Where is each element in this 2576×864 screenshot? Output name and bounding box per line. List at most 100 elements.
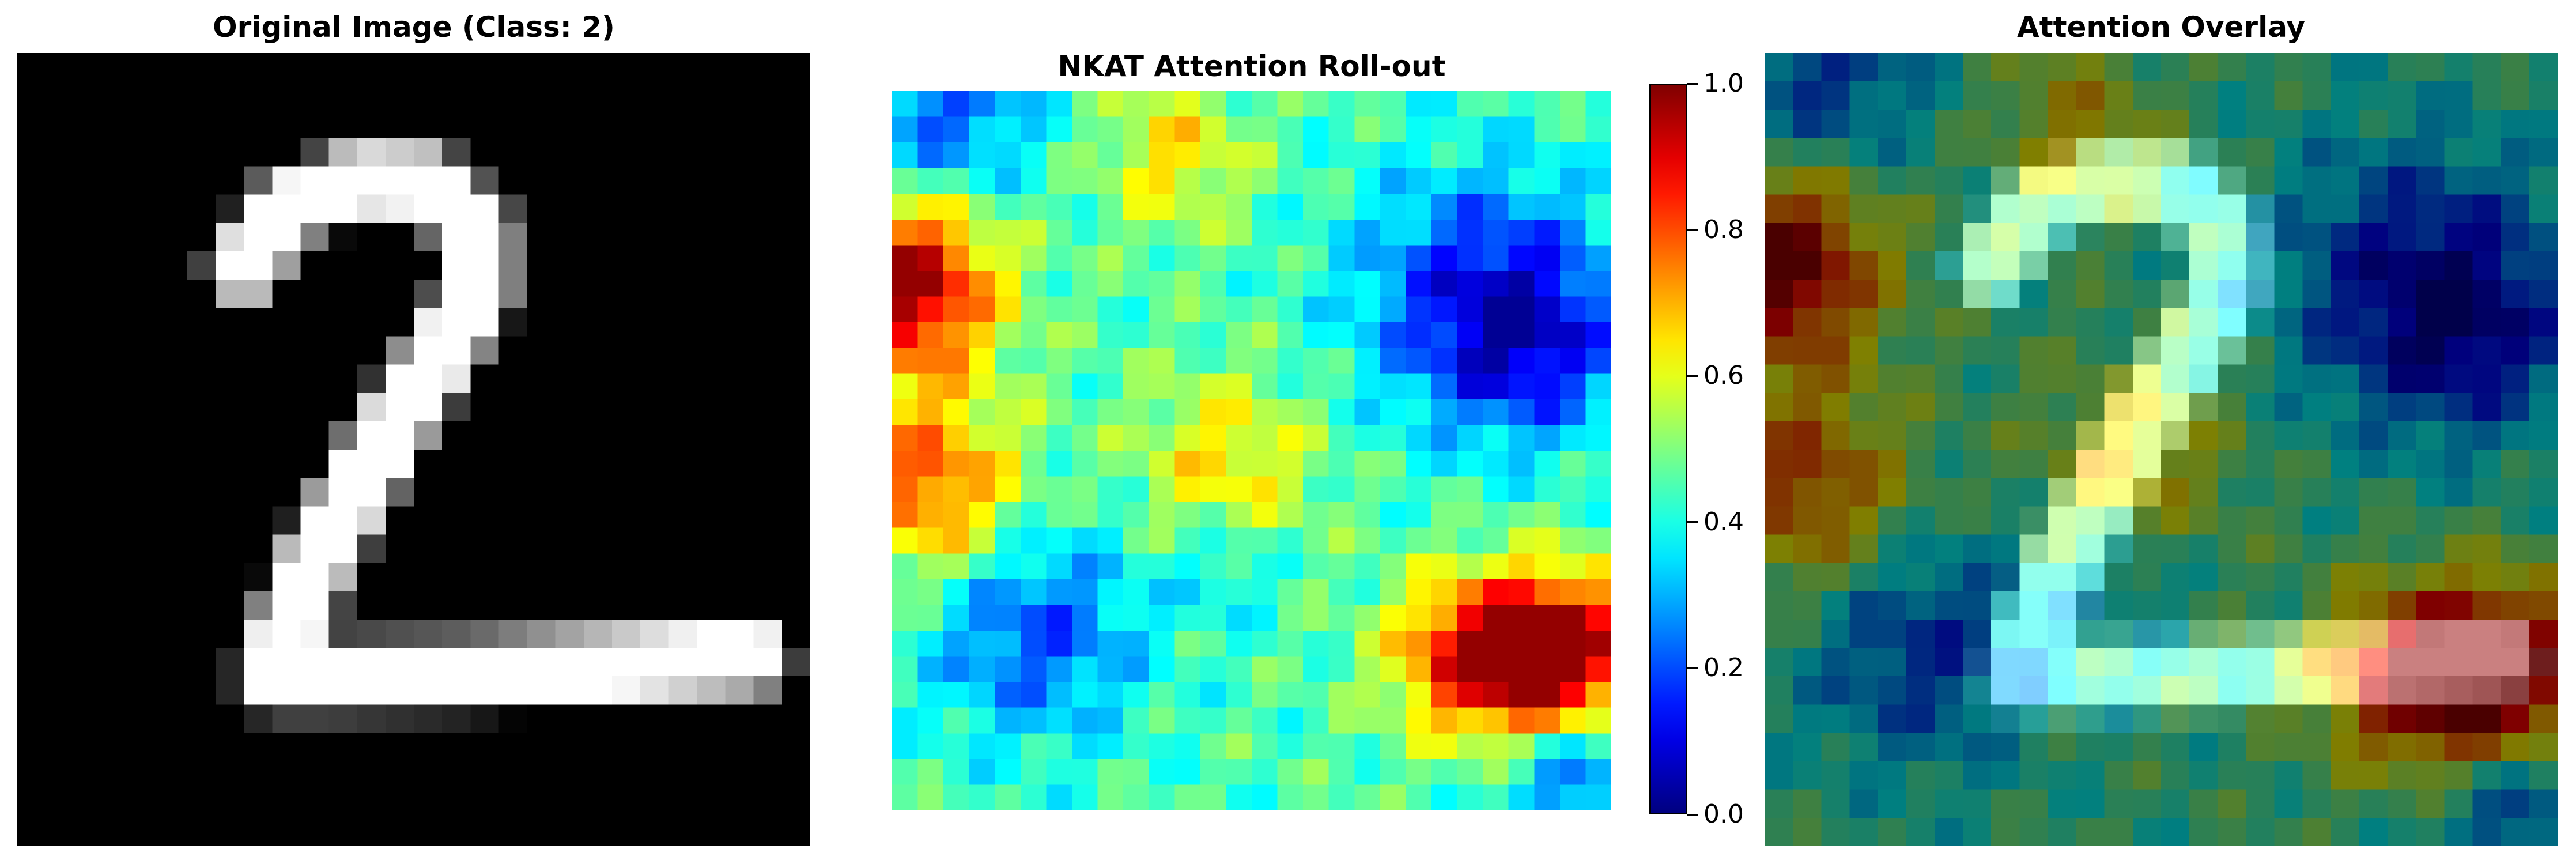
- overlay-pixel: [1991, 336, 2020, 365]
- digit-pixel: [17, 450, 47, 479]
- heatmap-pixel: [1200, 631, 1227, 657]
- digit-pixel: [583, 789, 613, 818]
- heatmap-pixel: [917, 579, 945, 606]
- heatmap-pixel: [1457, 759, 1484, 786]
- digit-pixel: [781, 421, 810, 450]
- overlay-pixel: [1991, 761, 2020, 790]
- overlay-pixel: [2444, 81, 2473, 111]
- heatmap-pixel: [969, 605, 996, 631]
- overlay-pixel: [2076, 222, 2105, 252]
- heatmap-pixel: [1149, 296, 1176, 323]
- overlay-pixel: [2132, 166, 2162, 195]
- overlay-pixel: [2529, 450, 2558, 479]
- heatmap-pixel: [1508, 553, 1535, 580]
- overlay-pixel: [2161, 676, 2190, 705]
- overlay-pixel: [2302, 336, 2332, 365]
- colorbar-tick-label: 0.2: [1704, 653, 1744, 683]
- digit-pixel: [216, 704, 245, 734]
- digit-pixel: [46, 194, 75, 224]
- overlay-pixel: [2302, 166, 2332, 195]
- heatmap-pixel: [1072, 245, 1098, 271]
- heatmap-pixel: [1046, 373, 1072, 400]
- digit-pixel: [328, 676, 358, 705]
- digit-pixel: [668, 761, 698, 790]
- overlay-pixel: [2302, 364, 2332, 394]
- overlay-pixel: [1991, 393, 2020, 422]
- digit-pixel: [555, 619, 584, 648]
- overlay-pixel: [2246, 676, 2275, 705]
- overlay-pixel: [2472, 450, 2502, 479]
- heatmap-pixel: [1046, 451, 1072, 477]
- heatmap-pixel: [1277, 245, 1304, 271]
- overlay-pixel: [2048, 336, 2077, 365]
- overlay-pixel: [2302, 222, 2332, 252]
- digit-pixel: [46, 450, 75, 479]
- heatmap-pixel: [1483, 784, 1509, 810]
- heatmap-pixel: [1277, 733, 1304, 760]
- heatmap-pixel: [1559, 373, 1587, 400]
- heatmap-pixel: [1303, 527, 1329, 554]
- overlay-pixel: [1906, 648, 1935, 677]
- overlay-pixel: [2189, 450, 2219, 479]
- overlay-pixel: [2472, 251, 2502, 281]
- digit-pixel: [158, 81, 188, 111]
- heatmap-pixel: [943, 399, 970, 426]
- overlay-pixel: [2189, 733, 2219, 762]
- digit-pixel: [130, 450, 160, 479]
- digit-pixel: [130, 308, 160, 337]
- digit-pixel: [414, 591, 443, 620]
- digit-pixel: [187, 563, 216, 592]
- heatmap-pixel: [995, 605, 1021, 631]
- digit-pixel: [555, 280, 584, 309]
- digit-pixel: [583, 733, 613, 762]
- digit-pixel: [187, 110, 216, 139]
- digit-pixel: [187, 619, 216, 648]
- heatmap-pixel: [1508, 142, 1535, 169]
- overlay-pixel: [1793, 393, 1822, 422]
- digit-pixel: [668, 110, 698, 139]
- digit-pixel: [102, 534, 131, 564]
- digit-pixel: [640, 308, 670, 337]
- digit-pixel: [357, 817, 386, 846]
- heatmap-pixel: [1483, 348, 1509, 375]
- overlay-pixel: [1793, 789, 1822, 818]
- heatmap-pixel: [1277, 605, 1304, 631]
- digit-pixel: [357, 563, 386, 592]
- heatmap-pixel: [943, 245, 970, 271]
- heatmap-pixel: [1046, 142, 1072, 169]
- digit-pixel: [414, 364, 443, 394]
- heatmap-pixel: [1534, 656, 1561, 683]
- digit-pixel: [46, 733, 75, 762]
- digit-pixel: [102, 506, 131, 535]
- digit-pixel: [300, 280, 330, 309]
- digit-pixel: [470, 761, 500, 790]
- overlay-pixel: [2472, 619, 2502, 648]
- digit-pixel: [216, 336, 245, 365]
- heatmap-pixel: [1123, 142, 1150, 169]
- overlay-pixel: [2388, 506, 2417, 535]
- digit-pixel: [697, 336, 726, 365]
- heatmap-pixel: [1072, 91, 1098, 118]
- overlay-pixel: [2189, 676, 2219, 705]
- overlay-pixel: [2189, 506, 2219, 535]
- digit-pixel: [357, 308, 386, 337]
- overlay-pixel: [2076, 733, 2105, 762]
- heatmap-pixel: [1252, 219, 1278, 246]
- overlay-pixel: [2189, 704, 2219, 734]
- overlay-pixel: [2048, 222, 2077, 252]
- digit-pixel: [640, 534, 670, 564]
- overlay-pixel: [2444, 166, 2473, 195]
- heatmap-pixel: [1046, 168, 1072, 195]
- digit-pixel: [102, 450, 131, 479]
- overlay-pixel: [2076, 591, 2105, 620]
- heatmap-pixel: [1046, 476, 1072, 503]
- overlay-pixel: [2019, 53, 2049, 82]
- digit-pixel: [697, 364, 726, 394]
- overlay-pixel: [2529, 110, 2558, 139]
- overlay-pixel: [1793, 280, 1822, 309]
- heatmap-pixel: [943, 142, 970, 169]
- digit-pixel: [46, 166, 75, 195]
- digit-pixel: [102, 53, 131, 82]
- overlay-pixel: [2529, 591, 2558, 620]
- heatmap-pixel: [1097, 451, 1124, 477]
